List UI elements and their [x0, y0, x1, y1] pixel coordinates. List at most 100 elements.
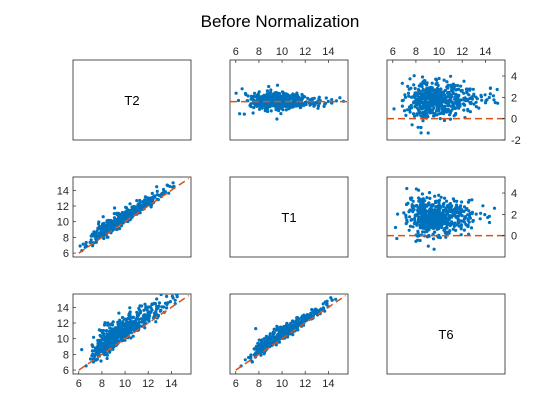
data-point [427, 191, 432, 195]
data-point [266, 95, 270, 100]
data-point [408, 110, 412, 114]
data-point [412, 221, 416, 226]
data-point [474, 100, 478, 104]
data-point [129, 319, 133, 323]
data-point [112, 212, 116, 216]
data-point [471, 219, 475, 223]
data-point [483, 213, 487, 217]
data-point [96, 338, 100, 343]
data-point [406, 201, 410, 205]
data-point [492, 98, 496, 102]
data-point [412, 204, 417, 208]
data-point [310, 308, 314, 312]
data-point [321, 302, 325, 306]
data-point [280, 95, 284, 99]
data-point [459, 84, 463, 88]
data-point [417, 188, 421, 192]
data-point [294, 325, 298, 329]
data-point [414, 91, 418, 95]
diagonal-label: T2 [124, 93, 139, 108]
data-point [487, 214, 491, 218]
data-point [427, 110, 431, 114]
data-point [462, 98, 466, 102]
data-point [416, 88, 421, 92]
data-point [269, 98, 273, 102]
data-point [430, 100, 434, 104]
data-point [438, 206, 443, 210]
x-tick-label: 8 [256, 46, 262, 58]
data-point [483, 101, 488, 105]
data-point [418, 238, 422, 243]
data-point [448, 117, 452, 121]
data-point [450, 220, 454, 224]
x-tick-label: 12 [299, 378, 311, 390]
data-point [116, 336, 120, 340]
data-point [416, 102, 420, 106]
data-point [300, 101, 304, 106]
data-point [433, 230, 437, 234]
data-point [413, 219, 417, 223]
data-point [400, 104, 404, 108]
data-point [101, 225, 105, 229]
data-point [167, 191, 171, 195]
data-point [251, 111, 255, 115]
data-point [309, 311, 313, 315]
data-point [433, 219, 437, 223]
data-point [288, 326, 292, 330]
data-point [143, 199, 147, 203]
data-point [142, 320, 146, 324]
data-point [446, 204, 450, 208]
data-point [277, 340, 281, 344]
data-point [448, 209, 452, 213]
data-point [457, 93, 461, 97]
data-point [139, 206, 143, 210]
data-point [97, 347, 101, 351]
data-point [266, 337, 270, 342]
data-point [255, 103, 259, 107]
data-point [113, 326, 117, 330]
data-point [439, 93, 444, 97]
data-point [421, 205, 425, 209]
data-point [462, 205, 467, 209]
data-point [89, 238, 93, 242]
data-point [453, 112, 458, 117]
data-point [88, 357, 93, 361]
data-point [472, 92, 476, 96]
data-point [275, 83, 280, 87]
data-point [458, 206, 462, 210]
data-point [123, 338, 127, 342]
data-point [99, 359, 103, 363]
data-point [429, 85, 433, 89]
data-point [292, 99, 296, 103]
data-point [100, 329, 105, 333]
data-point [488, 86, 493, 90]
data-point [93, 233, 97, 238]
data-point [210, 274, 213, 277]
data-point [275, 94, 279, 98]
data-point [137, 317, 141, 321]
data-point [447, 231, 451, 235]
data-point [260, 104, 264, 109]
data-point [443, 214, 447, 218]
y-tick-label: 2 [511, 209, 517, 221]
data-point [111, 338, 115, 342]
data-point [426, 202, 430, 206]
data-point [449, 74, 453, 78]
data-point [421, 209, 425, 213]
data-point [402, 109, 407, 113]
data-point [138, 198, 142, 203]
data-point [97, 352, 101, 356]
data-point [84, 243, 88, 248]
x-tick-label: 8 [413, 46, 419, 58]
data-point [442, 201, 446, 205]
data-point [274, 343, 278, 347]
data-point [257, 90, 261, 94]
data-point [447, 92, 451, 96]
data-point [262, 102, 266, 106]
data-point [135, 199, 139, 203]
data-point [420, 192, 424, 196]
y-tick-label: -2 [511, 135, 521, 147]
data-point [456, 209, 460, 214]
x-tick-label: 14 [322, 378, 334, 390]
data-point [466, 223, 470, 227]
